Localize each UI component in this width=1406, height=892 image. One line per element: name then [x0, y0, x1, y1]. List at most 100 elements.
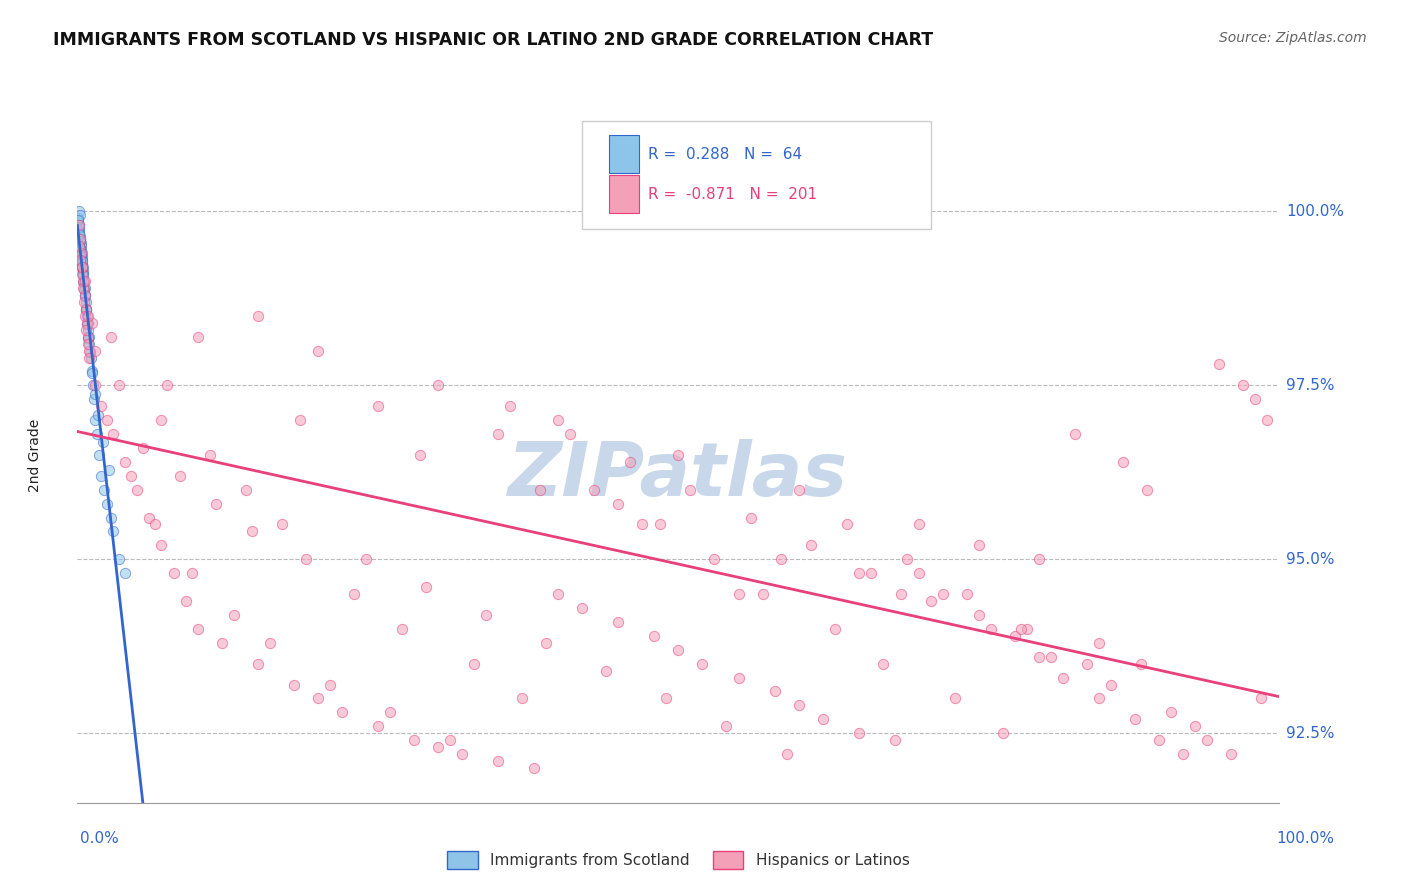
Point: [86, 427, 108, 442]
Point: [499, 399, 522, 413]
Point: [920, 594, 942, 608]
Point: [1130, 657, 1153, 671]
Bar: [609, 175, 638, 213]
Point: [967, 607, 990, 622]
Point: [76, 316, 98, 330]
Point: [77, 329, 100, 343]
Point: [378, 706, 401, 720]
Text: 92.5%: 92.5%: [1286, 726, 1334, 740]
Text: 100.0%: 100.0%: [1286, 204, 1344, 219]
Point: [75, 303, 97, 318]
Point: [174, 594, 197, 608]
Point: [235, 483, 257, 497]
Point: [77, 331, 100, 345]
Point: [127, 483, 149, 497]
Point: [90, 399, 112, 413]
Bar: [609, 136, 638, 173]
Point: [354, 552, 377, 566]
Point: [367, 719, 389, 733]
Point: [486, 427, 509, 442]
Point: [70, 239, 93, 253]
Point: [69, 235, 91, 250]
Point: [211, 636, 233, 650]
Text: 97.5%: 97.5%: [1286, 378, 1334, 392]
Text: 0.0%: 0.0%: [80, 831, 120, 847]
Point: [67, 227, 90, 241]
Point: [73, 289, 96, 303]
Point: [75, 294, 97, 309]
Point: [75, 323, 97, 337]
Point: [439, 733, 461, 747]
Point: [84, 378, 107, 392]
Point: [896, 552, 918, 566]
Point: [72, 267, 94, 281]
Point: [69, 241, 91, 255]
Point: [668, 642, 690, 657]
Point: [1015, 622, 1038, 636]
Point: [288, 413, 311, 427]
Point: [307, 691, 329, 706]
Point: [890, 587, 912, 601]
Point: [1136, 483, 1159, 497]
Point: [631, 517, 654, 532]
Point: [72, 263, 94, 277]
Point: [486, 754, 509, 768]
Point: [908, 517, 931, 532]
Point: [751, 587, 773, 601]
Point: [72, 274, 94, 288]
Point: [409, 448, 432, 462]
Point: [90, 468, 112, 483]
Point: [73, 274, 96, 288]
Point: [1184, 719, 1206, 733]
Point: [87, 408, 110, 422]
Point: [740, 510, 762, 524]
Point: [343, 587, 366, 601]
Point: [91, 435, 114, 450]
Point: [283, 677, 305, 691]
Point: [150, 538, 173, 552]
Point: [463, 657, 485, 671]
Point: [1028, 552, 1050, 566]
Point: [607, 497, 630, 511]
Point: [186, 329, 209, 343]
Point: [84, 413, 107, 427]
Point: [1028, 649, 1050, 664]
Point: [76, 336, 98, 351]
Point: [70, 253, 93, 268]
Point: [980, 622, 1002, 636]
Point: [727, 671, 749, 685]
Point: [510, 691, 533, 706]
Point: [1244, 392, 1267, 407]
Point: [80, 316, 103, 330]
Point: [72, 256, 94, 270]
Point: [967, 538, 990, 552]
Point: [560, 427, 582, 442]
Point: [75, 301, 97, 316]
Point: [943, 691, 966, 706]
Point: [1040, 649, 1063, 664]
Point: [607, 615, 630, 629]
Point: [932, 587, 955, 601]
Text: 100.0%: 100.0%: [1277, 831, 1334, 847]
Point: [76, 316, 98, 330]
Point: [84, 343, 107, 358]
Text: R =  -0.871   N =  201: R = -0.871 N = 201: [648, 186, 817, 202]
Point: [391, 622, 413, 636]
Point: [204, 497, 226, 511]
Text: 2nd Grade: 2nd Grade: [28, 418, 42, 491]
Point: [156, 378, 179, 392]
Point: [69, 208, 91, 222]
Point: [529, 483, 551, 497]
Point: [956, 587, 979, 601]
Point: [1173, 747, 1195, 761]
Point: [162, 566, 184, 581]
Point: [246, 657, 269, 671]
Point: [787, 698, 810, 713]
Point: [872, 657, 894, 671]
Point: [100, 329, 122, 343]
Point: [72, 281, 94, 295]
Point: [93, 483, 115, 497]
Point: [330, 706, 353, 720]
Point: [70, 247, 93, 261]
Point: [547, 587, 569, 601]
